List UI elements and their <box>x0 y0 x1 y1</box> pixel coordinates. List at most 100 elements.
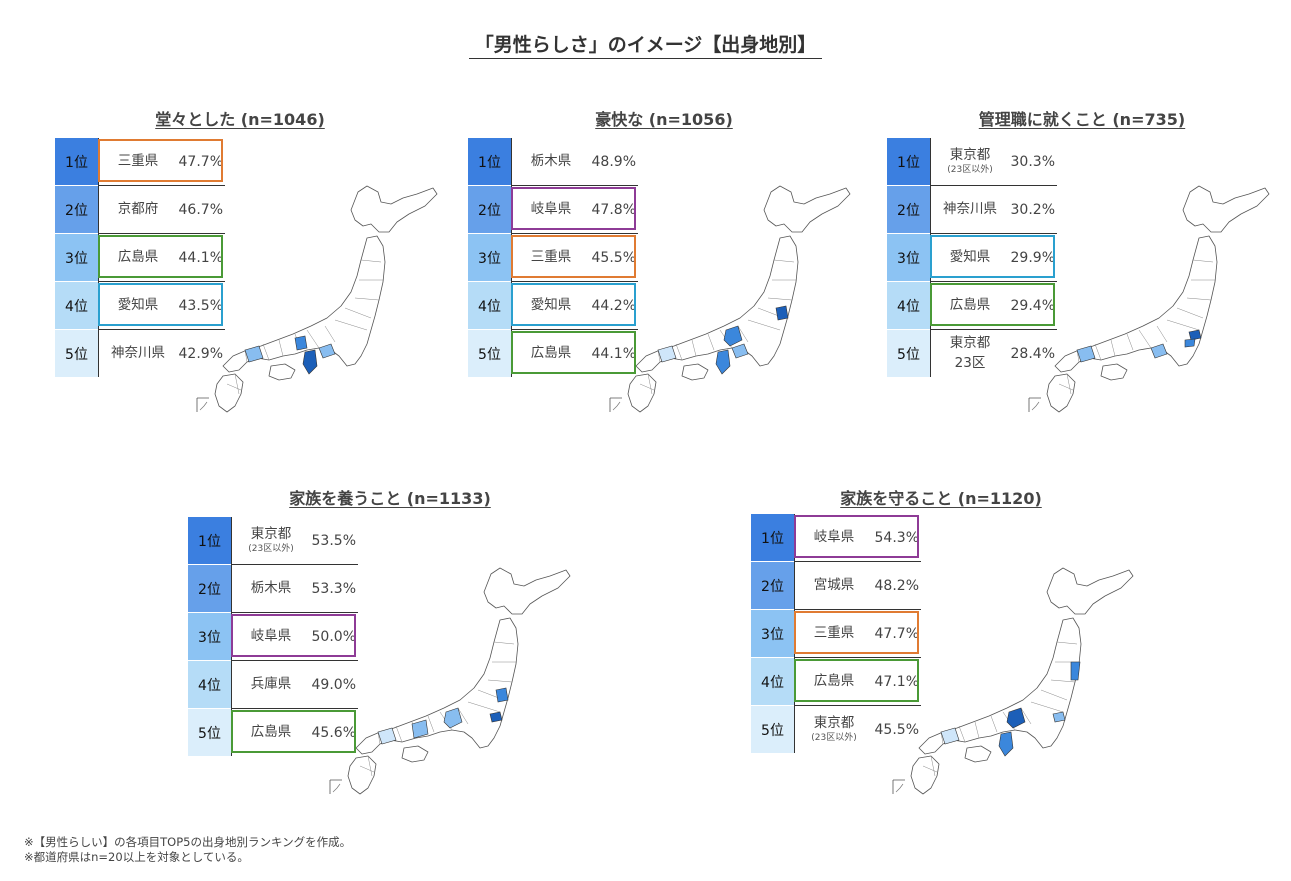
map-prefecture-border <box>657 349 661 363</box>
map-prefecture-border <box>262 343 270 361</box>
map-prefecture-border <box>1094 343 1102 361</box>
japan-map <box>196 185 438 413</box>
footnote-2: ※都道府県はn=20以上を対象としている。 <box>24 850 249 864</box>
divider <box>930 233 1057 234</box>
map-region-hiroshima <box>244 345 264 363</box>
prefecture-cell: 広島県 <box>231 709 311 756</box>
divider <box>98 330 99 377</box>
divider <box>930 138 931 185</box>
map-prefecture-border <box>1076 349 1080 363</box>
prefecture-cell: 宮城県 <box>794 562 874 609</box>
prefecture-cell: 岐阜県 <box>511 186 591 233</box>
okinawa-islands <box>199 401 208 411</box>
prefecture-name: 三重県 <box>530 248 572 265</box>
table-row: 2位 岐阜県 47.8% <box>468 186 638 234</box>
okinawa-inset-frame <box>329 779 342 794</box>
map-prefecture-border <box>930 755 936 777</box>
map-prefecture-border <box>1186 297 1212 301</box>
rank-cell: 5位 <box>887 330 930 377</box>
percentage-value: 45.5% <box>874 721 919 738</box>
map-prefecture-border <box>940 731 944 745</box>
map-landmass <box>763 185 851 233</box>
percentage-value: 48.2% <box>874 577 919 594</box>
prefecture-name: 東京都 <box>949 146 991 163</box>
percentage-value: 44.2% <box>591 297 636 314</box>
prefecture-name: 広島県 <box>117 248 159 265</box>
table-row: 5位 広島県 44.1% <box>468 330 638 377</box>
rank-cell: 2位 <box>887 186 930 233</box>
highlight-frame-green <box>511 331 636 374</box>
rank-cell: 2位 <box>468 186 511 233</box>
highlight-frame-green <box>794 659 919 702</box>
map-prefecture-border <box>737 325 749 343</box>
rank-cell: 5位 <box>751 706 794 753</box>
divider <box>98 329 225 330</box>
map-prefecture-border <box>974 721 980 739</box>
divider <box>231 612 358 613</box>
rank-cell: 5位 <box>468 330 511 377</box>
map-prefecture-border <box>244 349 248 363</box>
table-row: 2位 京都府 46.7% <box>55 186 225 234</box>
rank-cell: 1位 <box>468 138 511 185</box>
table-row: 3位 愛知県 29.9% <box>887 234 1057 282</box>
highlight-frame-purple <box>511 187 636 230</box>
highlight-frame-purple <box>231 614 356 657</box>
percentage-value: 44.1% <box>591 345 636 362</box>
percentage-value: 50.0% <box>311 628 356 645</box>
map-landmass <box>918 617 1082 755</box>
prefecture-cell: 東京都 (23区以外) <box>231 517 311 564</box>
map-prefecture-border <box>691 339 697 357</box>
prefecture-cell: 愛知県 <box>98 282 178 329</box>
page-title: 「男性らしさ」のイメージ【出身地別】 <box>0 30 1291 59</box>
divider <box>231 661 232 708</box>
prefecture-name: 愛知県 <box>117 296 159 313</box>
rank-cell: 4位 <box>468 282 511 329</box>
table-row: 3位 岐阜県 50.0% <box>188 613 358 661</box>
divider <box>511 138 512 185</box>
percentage-value: 30.2% <box>1010 201 1055 218</box>
divider <box>930 329 1057 330</box>
prefecture-cell: 三重県 <box>98 138 178 185</box>
map-prefecture-border <box>767 297 793 301</box>
rank-cell: 2位 <box>751 562 794 609</box>
rank-cell: 5位 <box>188 709 231 756</box>
percentage-value: 47.7% <box>178 153 223 170</box>
map-landmass <box>1182 185 1270 233</box>
prefecture-subname: (23区以外) <box>947 165 993 176</box>
map-region-aichi <box>318 343 336 359</box>
map-landmass <box>681 363 709 381</box>
highlight-frame-green <box>231 710 356 753</box>
map-region-tokyo <box>1188 329 1202 341</box>
percentage-value: 43.5% <box>178 297 223 314</box>
map-prefecture-border <box>306 329 320 349</box>
map-prefecture-border <box>773 259 795 263</box>
map-region-hyogo <box>411 719 429 739</box>
map-prefecture-border <box>747 319 781 331</box>
map-prefecture-border <box>958 725 966 743</box>
divider <box>511 233 638 234</box>
map-region-gifu <box>723 325 743 347</box>
prefecture-cell: 栃木県 <box>511 138 591 185</box>
rank-cell: 3位 <box>468 234 511 281</box>
map-prefecture-border <box>278 339 284 357</box>
footnote-1: ※【男性らしい】の各項目TOP5の出身地別ランキングを作成。 <box>24 835 352 849</box>
table-row: 5位 東京都 23区 28.4% <box>887 330 1057 377</box>
map-prefecture-border <box>493 641 515 645</box>
prefecture-cell: 愛知県 <box>930 234 1010 281</box>
prefecture-name: 岐阜県 <box>250 627 292 644</box>
highlight-frame-green <box>98 235 223 278</box>
okinawa-inset-frame <box>892 779 905 794</box>
percentage-value: 28.4% <box>1010 345 1055 362</box>
rank-cell: 2位 <box>55 186 98 233</box>
map-landmass <box>635 235 799 373</box>
okinawa-inset-frame <box>609 397 622 412</box>
divider <box>511 185 638 186</box>
map-prefecture-border <box>427 715 435 733</box>
rank-cell: 3位 <box>887 234 930 281</box>
prefecture-cell: 東京都 (23区以外) <box>794 706 874 753</box>
japan-map <box>1028 185 1270 413</box>
highlight-frame-blue <box>98 283 223 326</box>
prefecture-cell: 京都府 <box>98 186 178 233</box>
map-region-aichi <box>731 343 749 359</box>
divider <box>231 708 358 709</box>
